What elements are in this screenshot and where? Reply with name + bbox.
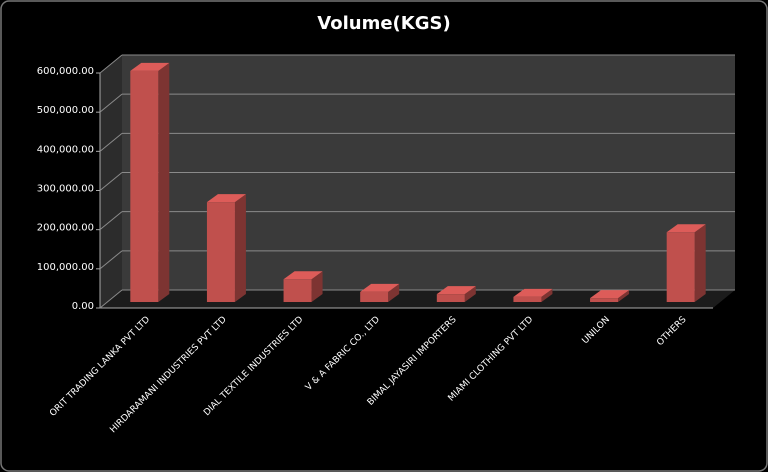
bar xyxy=(590,290,630,302)
bar-front xyxy=(590,298,619,302)
bar-front xyxy=(283,279,312,302)
bar xyxy=(666,224,706,302)
bar-side xyxy=(234,194,246,302)
bar-front xyxy=(130,70,159,303)
bar-front xyxy=(206,202,235,302)
bar-front xyxy=(360,291,389,302)
y-tick-label: 0.00 xyxy=(72,301,94,312)
bar-front xyxy=(436,294,465,302)
y-tick-label: 400,000.00 xyxy=(37,144,94,155)
floor xyxy=(100,290,735,308)
bar-front xyxy=(513,296,542,302)
y-tick-label: 300,000.00 xyxy=(37,184,94,195)
bar-top xyxy=(666,224,706,233)
grid-line-side xyxy=(99,54,123,74)
bar-side xyxy=(694,224,706,302)
bar-side xyxy=(388,283,400,302)
bar-top xyxy=(360,283,400,292)
bar xyxy=(283,271,323,302)
grid-line-side xyxy=(99,172,123,191)
grid-line-side xyxy=(99,211,123,231)
bar xyxy=(436,286,476,302)
grid-line-side xyxy=(99,250,123,270)
bar-top xyxy=(206,194,246,203)
bar-front xyxy=(666,232,695,302)
bar-side xyxy=(618,290,630,302)
bar-top xyxy=(283,271,323,280)
bar xyxy=(360,283,400,302)
bar-side xyxy=(311,271,323,302)
bar-side xyxy=(464,286,476,302)
y-tick-label: 200,000.00 xyxy=(37,223,94,234)
bar-top xyxy=(130,62,170,71)
bar-top xyxy=(590,290,630,299)
bar-top xyxy=(436,286,476,295)
bar xyxy=(513,288,553,302)
bar-top xyxy=(513,288,553,297)
grid-line-side xyxy=(99,132,123,152)
bar xyxy=(206,194,246,302)
y-tick-label: 600,000.00 xyxy=(37,66,94,77)
grid-line-side xyxy=(99,289,123,309)
y-tick-label: 500,000.00 xyxy=(37,105,94,116)
chart-title: Volume(KGS) xyxy=(317,13,450,34)
bar-side xyxy=(541,288,553,302)
grid-line-side xyxy=(99,93,123,113)
bar xyxy=(130,62,170,303)
y-tick-label: 100,000.00 xyxy=(37,262,94,273)
bar-side xyxy=(158,62,170,302)
